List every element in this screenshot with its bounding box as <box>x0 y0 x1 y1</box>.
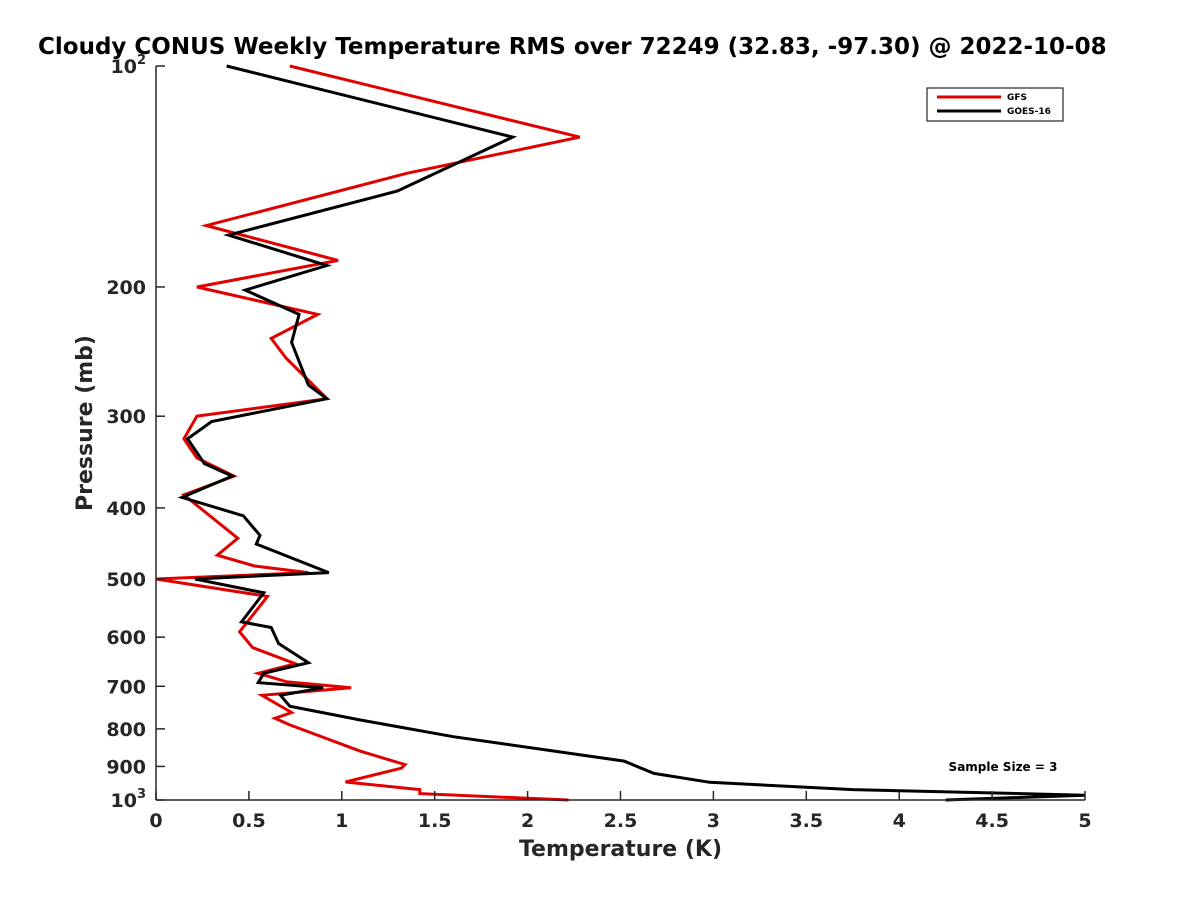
x-axis-label: Temperature (K) <box>519 837 722 862</box>
y-tick-label: 900 <box>106 756 146 778</box>
x-tick-label: 0.5 <box>232 810 266 832</box>
y-tick-label: 200 <box>106 277 146 299</box>
x-tick-label: 0 <box>149 810 162 832</box>
y-tick-label: 800 <box>106 719 146 741</box>
y-tick-label: 103 <box>111 787 147 812</box>
x-tick-label: 2.5 <box>604 810 638 832</box>
y-tick-label: 400 <box>106 498 146 520</box>
y-tick-label: 600 <box>106 627 146 649</box>
x-tick-label: 1.5 <box>418 810 452 832</box>
x-tick-label: 3.5 <box>789 810 823 832</box>
sample-size-annotation: Sample Size = 3 <box>949 760 1058 774</box>
y-tick-label: 500 <box>106 569 146 591</box>
legend-box <box>926 87 1064 122</box>
plot-background <box>156 66 1085 800</box>
legend-entry-label: GFS <box>1007 93 1027 103</box>
series-line-goes-16 <box>177 64 1086 802</box>
plot-area <box>156 66 1085 800</box>
chart-title: Cloudy CONUS Weekly Temperature RMS over… <box>38 34 1107 60</box>
x-tick-label: 2 <box>521 810 534 832</box>
series-layer <box>155 64 1086 802</box>
legend: GFS GOES-16 <box>926 87 1064 122</box>
y-tick-label: 700 <box>106 676 146 698</box>
x-tick-label: 4 <box>893 810 906 832</box>
y-tick-label: 300 <box>106 406 146 428</box>
legend-entry-label: GOES-16 <box>1007 107 1051 117</box>
x-tick-label: 3 <box>707 810 720 832</box>
x-tick-label: 1 <box>335 810 348 832</box>
x-tick-label: 5 <box>1078 810 1091 832</box>
y-axis-label: Pressure (mb) <box>73 335 98 511</box>
x-tick-label: 4.5 <box>975 810 1009 832</box>
y-tick-label: 102 <box>111 53 147 78</box>
ticks-layer: 0 0.5 1 1.5 2 2.5 3 3.5 4 4.5 5 102 200 300 400 500 600 7… <box>106 53 1091 832</box>
